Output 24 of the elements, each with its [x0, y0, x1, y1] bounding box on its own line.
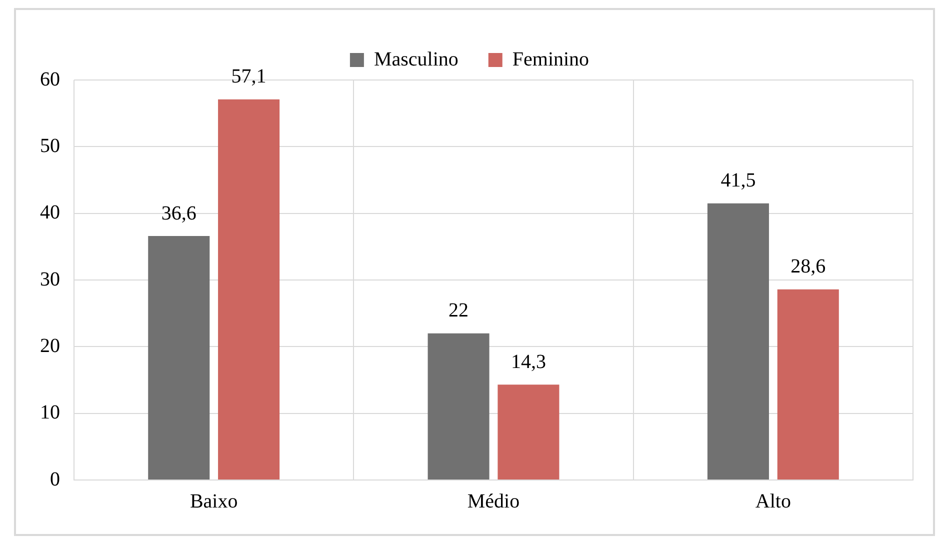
- data-label: 22: [448, 300, 469, 322]
- data-label: 36,6: [161, 202, 196, 224]
- bar: [498, 384, 560, 480]
- legend-label: Masculino: [374, 48, 458, 70]
- data-label: 28,6: [790, 256, 826, 278]
- y-tick-label: 0: [50, 468, 60, 490]
- bar: [148, 236, 210, 480]
- x-tick-label: Alto: [755, 490, 791, 512]
- bar: [218, 99, 280, 480]
- data-label: 41,5: [720, 170, 756, 192]
- y-tick-label: 60: [40, 68, 60, 90]
- y-tick-label: 40: [40, 202, 60, 224]
- y-tick-label: 50: [40, 134, 60, 157]
- x-tick-label: Baixo: [190, 490, 238, 512]
- y-tick-label: 10: [40, 402, 60, 424]
- data-label: 57,1: [231, 66, 266, 88]
- legend-label: Feminino: [512, 48, 590, 70]
- x-tick-label: Médio: [467, 490, 520, 512]
- data-label: 14,3: [510, 350, 546, 373]
- y-tick-label: 20: [40, 334, 60, 357]
- bar: [707, 203, 769, 480]
- y-tick-label: 30: [40, 268, 60, 290]
- bar: [428, 333, 490, 480]
- bar: [777, 289, 839, 480]
